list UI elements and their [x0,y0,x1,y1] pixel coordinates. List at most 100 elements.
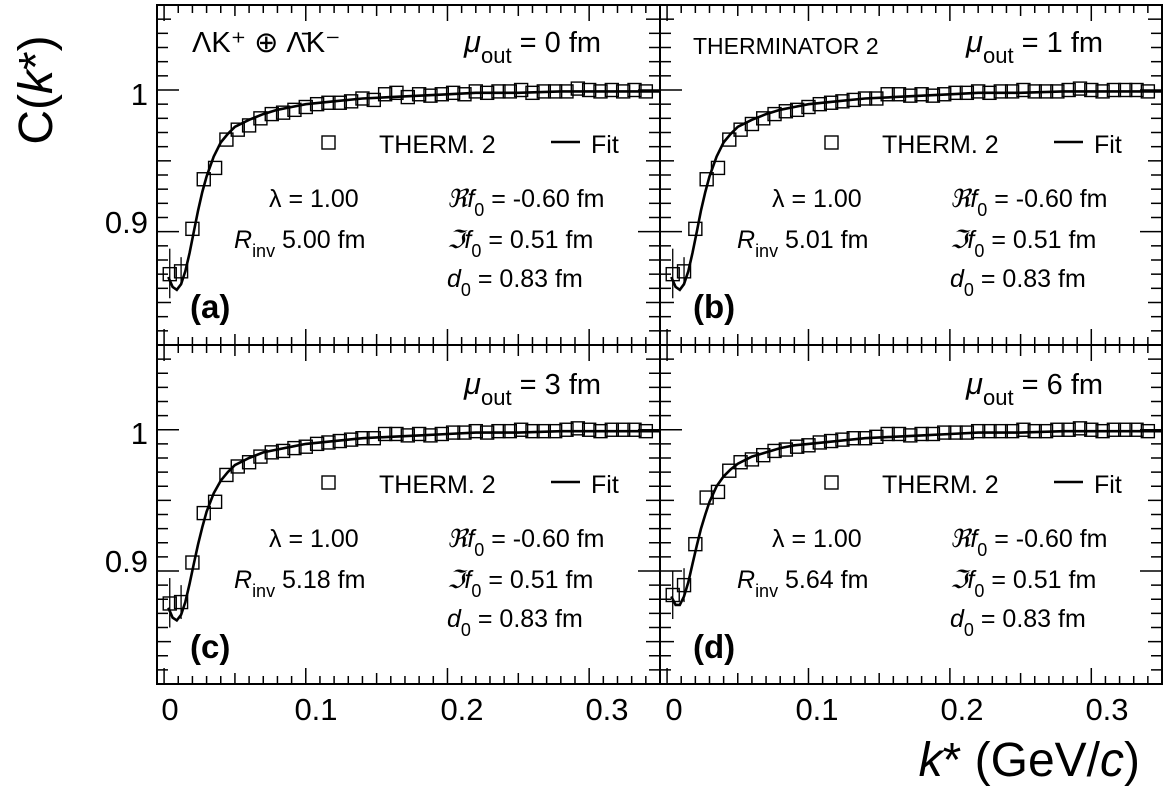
data-point [604,82,620,98]
data-point [982,85,997,101]
data-point [993,84,1008,99]
data-point [491,423,506,439]
panel-letter: (b) [693,288,735,325]
data-point [343,94,359,109]
data-point [479,85,495,101]
data-point [722,463,737,478]
data-point [411,87,427,102]
data-point [903,428,918,443]
data-point [744,452,760,467]
param-im-f0: ℑf0 = 0.51 fm [447,566,593,601]
data-point [581,422,597,437]
data-point [767,106,782,122]
y-tick-label: 0.9 [105,544,148,579]
axis-ticks [660,345,1162,684]
legend-label-fit: Fit [1094,471,1122,499]
data-point [525,423,540,439]
legend-marker-data [321,475,336,490]
data-point [756,111,771,126]
data-point [309,436,325,452]
data-point [377,87,393,102]
fit-parameters: λ = 1.00 Rinv 5.00 fm ℜf0 = -0.60 fm ℑf0 = … [234,185,605,300]
data-point [1050,84,1065,99]
data-point [1118,422,1133,437]
data-point [970,84,986,99]
data-point [1129,422,1144,437]
data-point [287,102,302,118]
data-point [1072,81,1088,96]
data-point [570,421,586,436]
panel-b: μout = 1 fm THERMINATOR 2 THERM. 2 Fit λ = 1… [659,4,1163,346]
data-point [869,91,884,106]
data-point [173,594,189,610]
param-rinv: Rinv 5.18 fm [234,566,365,601]
data-point [869,429,884,445]
data-point [536,84,552,99]
panel-letter: (c) [190,628,230,665]
data-point [665,266,680,282]
legend-label-data: THERM. 2 [379,471,496,499]
data-point [1095,423,1110,439]
data-point [1061,422,1076,437]
system-label: ΛK⁺ ⊕ Λ̄K⁻ [192,27,340,59]
legend-marker-data [321,135,336,150]
data-point [389,85,404,101]
x-tick-label: 0.1 [795,692,838,727]
data-point [355,431,370,446]
data-point [676,577,692,593]
data-point [982,423,997,439]
data-point [207,494,223,509]
legend-label-data: THERM. 2 [882,471,999,499]
data-point [1106,82,1122,98]
x-tick-label: 0.1 [294,692,337,727]
data-point [615,422,631,437]
fit-parameters: λ = 1.00 Rinv 5.64 fm ℜf0 = -0.60 fm ℑf0 = … [737,525,1108,640]
data-point [173,264,189,279]
mu-out-label: μout = 0 fm [463,24,601,68]
legend: THERM. 2 Fit [824,471,1122,499]
data-point [891,87,907,102]
data-point [710,160,726,176]
data-point [880,426,895,442]
data-point [1004,423,1020,439]
y-tick-label: 1 [131,416,148,451]
data-point [891,426,907,442]
data-point [457,87,472,102]
legend-label-data: THERM. 2 [379,131,496,159]
data-point [925,426,941,442]
data-point [366,431,381,446]
fit-parameters: λ = 1.00 Rinv 5.18 fm ℜf0 = -0.60 fm ℑf0 = … [234,525,605,640]
param-rinv: Rinv 5.00 fm [234,226,365,261]
data-point [1095,84,1110,99]
param-lambda: λ = 1.00 [269,185,359,213]
data-point [1106,422,1122,437]
data-point [801,99,816,115]
data-point [593,423,608,439]
data-point [903,88,918,103]
data-point [559,422,574,437]
data-point [699,172,714,187]
x-tick-label: 0.3 [1085,692,1128,727]
data-point [1061,82,1076,98]
data-point [722,132,737,147]
data-point [880,87,895,102]
legend-marker-data [824,135,839,150]
panel-a: μout = 0 fm ΛK⁺ ⊕ Λ̄K⁻ THERM. 2 Fit λ = 1.00… [156,4,661,346]
data-point [778,104,794,119]
data-point [423,428,438,443]
data-point [948,85,963,101]
data-point [332,95,347,110]
panel-letter: (d) [693,628,735,665]
data-point [699,490,714,505]
axis-ticks [157,5,660,345]
data-point [778,442,794,457]
data-point [219,132,234,147]
param-re-f0: ℜf0 = -0.60 fm [950,185,1108,220]
data-point [604,422,620,437]
data-point [275,105,291,120]
param-rinv: Rinv 5.64 fm [737,566,868,601]
data-point [389,426,404,442]
data-point [230,459,245,474]
x-tick-label: 0.2 [440,692,483,727]
